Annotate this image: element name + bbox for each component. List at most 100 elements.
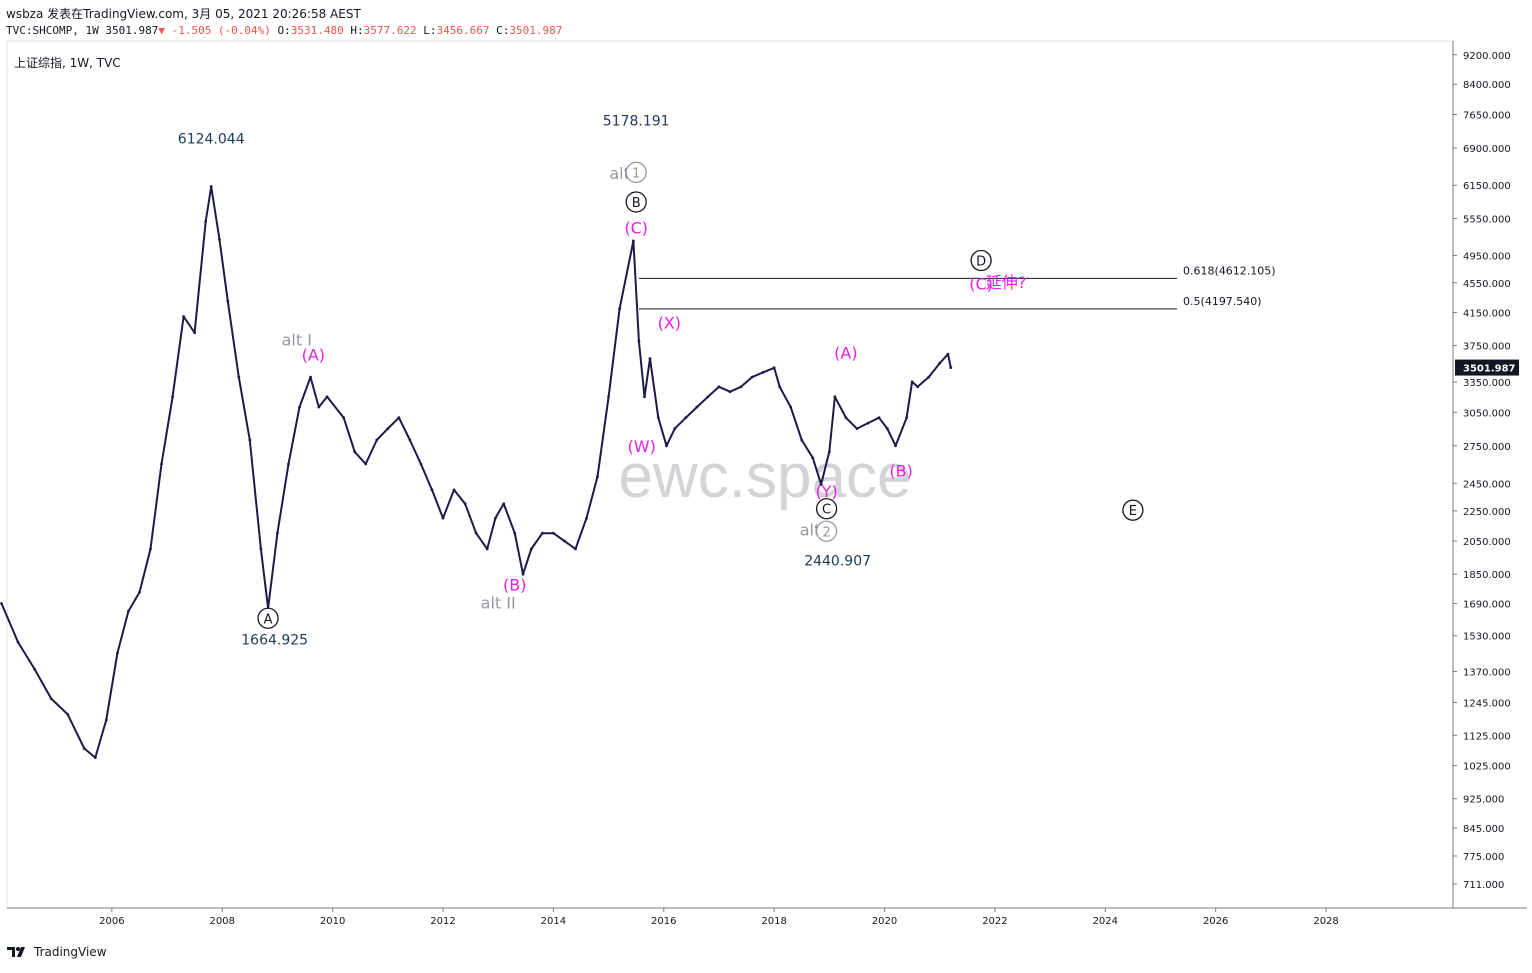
annotation-label: (A) [834,344,857,363]
wave-label: E [1129,504,1137,519]
y-tick-label: 711.000 [1463,880,1504,891]
price-point [485,547,489,551]
price-point [665,444,668,448]
price-point [82,747,86,750]
price-point [844,416,848,420]
price-point [463,502,467,506]
price-point [204,219,208,223]
price-point [226,299,230,303]
price-point [656,416,660,420]
price-point [33,667,36,671]
y-tick-label: 5550.000 [1463,214,1511,225]
price-point [927,375,931,379]
price-point [218,238,221,241]
open-label: O: [277,24,291,37]
wave-label: C [822,503,831,518]
price-point [916,385,920,389]
price-point [237,375,241,379]
price-point [430,488,434,492]
price-point [811,456,815,460]
price-point [209,185,213,188]
y-tick-label: 7650.000 [1463,111,1511,122]
price-point [885,427,889,431]
price-point [949,366,953,369]
fib-level-label: 0.5(4197.540) [1183,295,1262,308]
price-point [946,352,950,356]
wave-label: A [264,612,273,627]
annotation-label: 延伸? [986,273,1027,292]
price-point [596,475,599,479]
y-tick-label: 775.000 [1463,852,1504,863]
wave-circle [625,161,647,184]
high-label: H: [350,24,364,37]
price-point [353,450,357,454]
price-point [317,405,321,409]
price-point [408,438,412,442]
x-tick-label: 2026 [1203,916,1228,927]
annotation-label: 1664.925 [241,632,308,648]
tradingview-logo[interactable]: TradingView [6,945,107,959]
price-point [540,531,544,535]
y-tick-label: 925.000 [1463,795,1504,806]
x-tick-label: 2006 [99,916,124,927]
x-tick-label: 2020 [872,916,897,927]
price-point [309,375,312,379]
price-point [66,712,70,716]
wave-circle [970,249,992,272]
y-tick-label: 3350.000 [1463,378,1511,389]
price-point [728,390,732,394]
price-point [325,395,329,399]
price-point [342,416,346,420]
price-point [298,405,301,409]
price-point [706,395,710,399]
annotation-label: (W) [628,437,656,456]
price-point [419,462,423,466]
price-point [800,438,804,442]
wave-circle [1122,499,1144,521]
watermark: ewc.space [619,442,912,511]
price-point [248,438,252,442]
y-tick-label: 1370.000 [1463,667,1511,678]
y-tick-label: 6150.000 [1463,181,1511,192]
last-price: 3501.987 [105,24,159,37]
annotation-label: (X) [658,314,681,333]
price-point [276,531,279,535]
price-point [502,502,506,506]
price-point [894,444,897,448]
price-point [127,609,130,613]
price-point [259,547,263,551]
y-tick-label: 6900.000 [1463,144,1511,155]
price-point [452,488,456,492]
publish-info: wsbza 发表在TradingView.com, 3月 05, 2021 20… [6,7,361,21]
wave-circle [257,607,279,629]
brand-label: TradingView [34,945,107,959]
y-tick-label: 2750.000 [1463,442,1511,453]
last-price-label: 3501.987 [1463,364,1516,375]
price-point [648,357,652,361]
wave-label: 1 [632,166,640,181]
price-point [115,651,119,655]
y-tick-label: 2250.000 [1463,507,1511,518]
price-point [182,315,186,318]
price-point [618,307,622,311]
annotation-label: alt [800,520,821,539]
y-tick-label: 1530.000 [1463,632,1511,643]
price-point [717,385,721,389]
price-point [494,516,497,520]
annotation-label: alt [609,164,630,183]
price-point [637,339,641,343]
y-tick-label: 8400.000 [1463,80,1511,91]
y-tick-label: 3050.000 [1463,408,1511,419]
price-point [739,385,743,389]
x-tick-label: 2024 [1093,916,1118,927]
annotation-label: (C) [624,218,648,237]
price-point [938,361,942,365]
price-point [695,405,699,409]
price-point [673,427,677,431]
tradingview-logo-icon [7,947,25,957]
price-point [772,366,776,370]
open-value: 3531.480 [290,24,344,37]
y-tick-label: 4150.000 [1463,309,1511,320]
price-point [397,416,401,420]
